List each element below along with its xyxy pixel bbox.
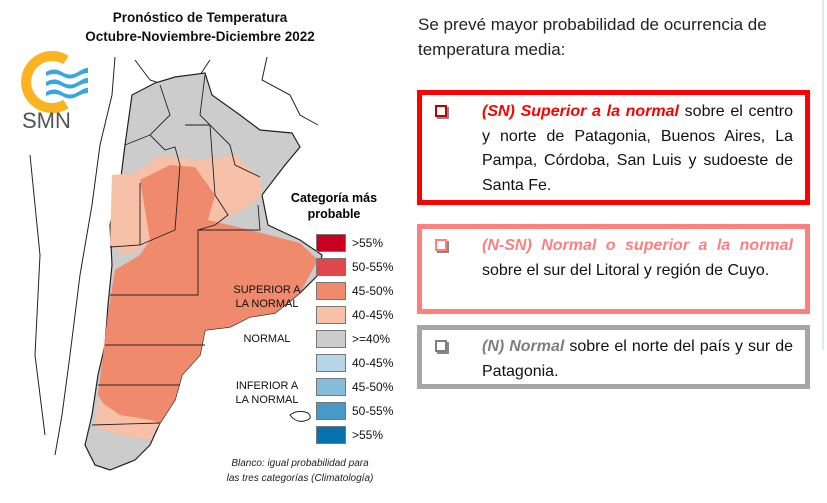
- legend-swatch: [316, 306, 346, 324]
- province-border: [185, 124, 216, 196]
- legend-label: >55%: [352, 236, 384, 250]
- legend-label: 40-45%: [352, 356, 394, 370]
- legend-group-inferior: INFERIOR A LA NORMAL: [226, 379, 308, 407]
- neighbor-border: [29, 154, 46, 436]
- legend-swatch: [316, 426, 346, 444]
- summary-lead: (SN) Superior a la normal: [482, 103, 679, 120]
- smn-logo-icon: [21, 51, 88, 113]
- province-border: [199, 74, 261, 178]
- summary-box-normal: (N) Normal sobre el norte del país y sur…: [417, 325, 810, 389]
- summary-text: sobre el centro y norte de Patagonia, Bu…: [482, 103, 793, 194]
- province-border: [149, 84, 181, 166]
- checkbox-bullet-icon: [435, 340, 447, 352]
- legend-group-inferior-line1: INFERIOR A: [235, 380, 299, 392]
- legend-label: 50-55%: [352, 404, 394, 418]
- summary-lead: (N-SN) Normal o superior a la normal: [482, 237, 793, 254]
- legend-label: 50-55%: [352, 260, 394, 274]
- summary-lead: (N) Normal: [482, 338, 565, 355]
- legend-swatch: [316, 378, 346, 396]
- slide-edge-divider: [822, 0, 824, 350]
- legend-swatch: [316, 330, 346, 348]
- legend-swatch: [316, 282, 346, 300]
- legend-swatch: [316, 354, 346, 372]
- neighbor-border: [54, 56, 116, 456]
- region-superior-40-45-south: [95, 400, 160, 440]
- footnote-line2: las tres categorías (Climatología): [226, 473, 374, 484]
- legend-group-superior-line2: LA NORMAL: [235, 298, 299, 310]
- legend-title: Categoría más probable: [282, 190, 386, 222]
- legend-title-line2: probable: [307, 207, 361, 221]
- legend-label: 45-50%: [352, 284, 394, 298]
- legend-group-superior-line1: SUPERIOR A: [233, 284, 301, 296]
- legend-label: 45-50%: [352, 380, 394, 394]
- logo-text: SMN: [22, 108, 71, 133]
- islands: [289, 410, 311, 422]
- legend-swatch: [316, 234, 346, 252]
- forecast-map: [29, 56, 323, 471]
- summary-box-normal-superior: (N-SN) Normal o superior a la normal sob…: [417, 224, 810, 314]
- province-border: [124, 134, 151, 146]
- summary-intro: Se prevé mayor probabilidad de ocurrenci…: [418, 15, 767, 59]
- summary-text: sobre el sur del Litoral y región de Cuy…: [482, 261, 770, 279]
- map-title-line2: Octubre-Noviembre-Diciembre 2022: [85, 29, 315, 44]
- province-border: [110, 194, 229, 296]
- legend-group-inferior-line2: LA NORMAL: [235, 394, 299, 406]
- map-title: Pronóstico de Temperatura Octubre-Noviem…: [40, 8, 360, 46]
- legend-group-normal: NORMAL: [243, 333, 291, 345]
- region-superior-45-50: [98, 165, 318, 427]
- legend-swatch: [316, 258, 346, 276]
- legend-group-superior: SUPERIOR A LA NORMAL: [226, 283, 308, 311]
- legend-label: >55%: [352, 428, 384, 442]
- map-title-line1: Pronóstico de Temperatura: [112, 10, 288, 25]
- province-border: [198, 204, 261, 231]
- footnote-line1: Blanco: igual probabilidad para: [231, 458, 369, 469]
- legend-swatch: [316, 402, 346, 420]
- neighbor-border: [261, 56, 319, 126]
- summary-text: sobre el norte del país y sur de Patagon…: [482, 338, 794, 380]
- summary-box-superior: (SN) Superior a la normal sobre el centr…: [417, 90, 810, 205]
- province-border: [91, 422, 161, 426]
- legend-title-line1: Categoría más: [290, 191, 378, 205]
- province-border: [139, 164, 181, 246]
- map-footnote: Blanco: igual probabilidad para las tres…: [200, 456, 400, 486]
- legend-label: 40-45%: [352, 308, 394, 322]
- checkbox-bullet-icon: [435, 105, 447, 117]
- checkbox-bullet-icon: [435, 239, 447, 251]
- legend-label: >=40%: [352, 332, 391, 346]
